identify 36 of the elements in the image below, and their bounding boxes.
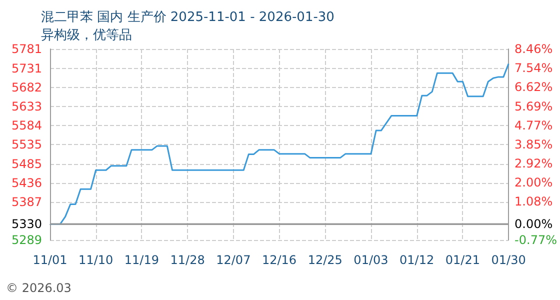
x-tick-label: 11/19 xyxy=(124,253,160,267)
y2-tick-label: 3.85% xyxy=(514,137,553,152)
x-tick-label: 11/10 xyxy=(78,253,114,267)
x-tick-label: 11/28 xyxy=(170,253,205,267)
chart-subtitle: 异构级，优等品 xyxy=(41,28,132,43)
x-tick-label: 01/03 xyxy=(354,253,388,267)
y-tick-label: 5330 xyxy=(11,217,42,232)
y-tick-label: 5289 xyxy=(11,233,42,247)
chart-title: 混二甲苯 国内 生产价 2025-11-01 - 2026-01-30 xyxy=(41,10,334,25)
y-tick-label: 5584 xyxy=(11,118,42,132)
y2-tick-label: 2.92% xyxy=(514,156,553,171)
y-tick-label: 5633 xyxy=(11,99,42,114)
y-tick-label: 5731 xyxy=(11,61,42,76)
y2-tick-label: -0.77% xyxy=(514,233,557,247)
y2-tick-label: 8.46% xyxy=(514,42,553,56)
y2-tick-label: 7.54% xyxy=(514,61,553,76)
y2-tick-label: 6.62% xyxy=(514,80,553,94)
x-tick-label: 11/01 xyxy=(32,253,68,267)
y-tick-label: 5682 xyxy=(11,80,42,94)
x-tick-label: 01/30 xyxy=(491,253,526,267)
y2-tick-label: 2.00% xyxy=(514,176,553,190)
y2-tick-label: 1.08% xyxy=(514,194,553,209)
y2-tick-label: 5.69% xyxy=(514,99,553,114)
x-tick-label: 01/21 xyxy=(445,253,480,267)
y-tick-label: 5781 xyxy=(11,42,42,56)
y-tick-label: 5387 xyxy=(11,194,42,209)
y2-tick-label: 0.00% xyxy=(514,217,553,232)
x-tick-label: 12/16 xyxy=(262,253,297,267)
x-tick-label: 12/25 xyxy=(308,253,342,267)
x-tick-label: 12/07 xyxy=(216,253,251,267)
text: © 2026.03 xyxy=(6,281,72,295)
y-tick-label: 5535 xyxy=(11,138,42,152)
y-tick-label: 5436 xyxy=(11,176,42,190)
y-tick-label: 5485 xyxy=(11,156,42,171)
y2-tick-label: 4.77% xyxy=(514,118,553,132)
x-tick-label: 01/12 xyxy=(400,253,434,267)
